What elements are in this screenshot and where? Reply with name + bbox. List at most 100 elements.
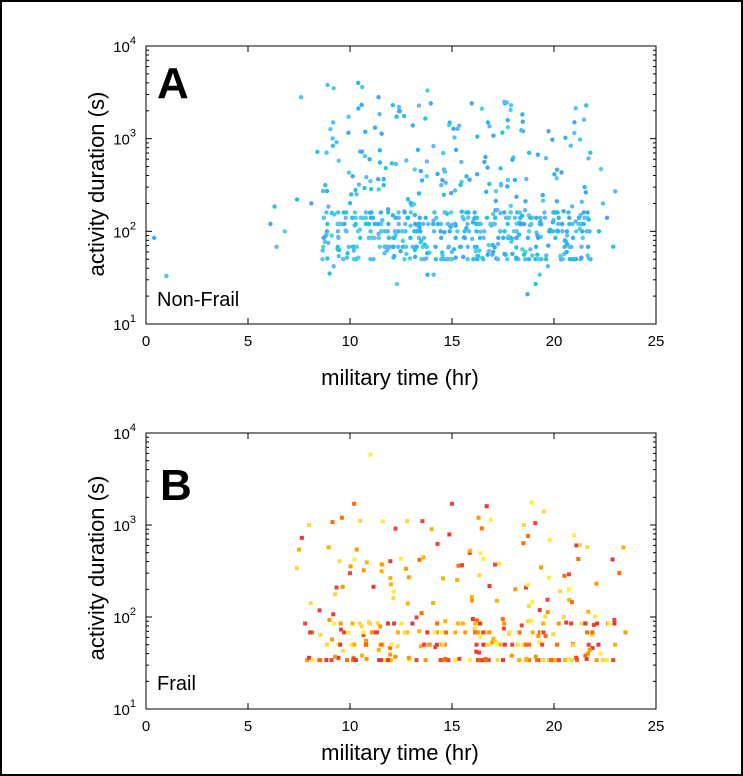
- data-point: [336, 253, 341, 259]
- data-point: [351, 257, 357, 262]
- data-point: [523, 257, 528, 262]
- data-point: [412, 212, 418, 218]
- data-point: [449, 249, 454, 255]
- data-point: [572, 533, 577, 538]
- data-point: [566, 587, 571, 592]
- x-axis-label-a: military time (hr): [321, 365, 479, 390]
- data-point: [420, 519, 425, 524]
- data-point: [478, 229, 483, 234]
- data-point: [376, 647, 381, 652]
- data-point: [516, 232, 522, 237]
- data-point: [553, 658, 558, 663]
- data-point: [355, 229, 361, 234]
- data-point: [441, 150, 446, 156]
- data-point: [469, 236, 475, 242]
- data-point: [435, 541, 440, 546]
- data-point: [393, 526, 398, 531]
- data-point: [590, 646, 595, 651]
- data-point: [492, 245, 497, 250]
- data-point: [546, 243, 551, 248]
- data-point: [363, 215, 369, 220]
- data-point: [368, 178, 373, 184]
- data-point: [354, 192, 359, 197]
- data-point: [395, 644, 400, 649]
- data-point: [421, 555, 426, 560]
- data-point: [329, 658, 334, 663]
- data-point: [511, 229, 517, 234]
- data-point: [539, 257, 544, 262]
- data-point: [473, 249, 478, 254]
- data-point: [412, 221, 418, 227]
- data-point: [445, 221, 450, 227]
- data-point: [524, 585, 529, 590]
- data-point: [621, 545, 626, 550]
- data-point: [383, 165, 388, 171]
- data-point: [473, 621, 478, 626]
- data-point: [508, 102, 514, 108]
- data-point: [468, 658, 473, 663]
- data-point: [596, 229, 602, 234]
- data-point: [551, 632, 556, 637]
- data-point: [581, 210, 586, 215]
- data-point: [485, 120, 491, 125]
- data-point: [564, 229, 570, 234]
- data-point: [332, 621, 337, 626]
- panel-letter-b: B: [160, 461, 192, 510]
- data-point: [477, 650, 482, 655]
- data-point: [539, 565, 544, 570]
- data-point: [359, 102, 364, 108]
- data-point: [438, 221, 444, 227]
- data-point: [579, 199, 584, 205]
- data-point: [508, 107, 513, 113]
- data-point: [585, 545, 590, 550]
- data-point: [353, 187, 358, 193]
- data-point: [330, 136, 335, 141]
- data-point: [497, 229, 503, 234]
- data-point: [504, 100, 510, 105]
- data-point: [440, 177, 445, 183]
- data-point: [540, 198, 546, 203]
- data-point: [530, 630, 535, 635]
- data-point: [600, 201, 606, 206]
- ticks-a: 0 5 10 15 20 25 101 102 103 104: [113, 35, 664, 350]
- data-point: [487, 124, 492, 129]
- data-point: [470, 617, 475, 622]
- data-point: [521, 541, 526, 546]
- plot-area-a: [145, 45, 657, 325]
- data-point: [318, 632, 323, 637]
- data-point: [443, 180, 448, 185]
- data-point: [378, 624, 383, 629]
- data-point: [344, 255, 350, 260]
- data-point: [424, 159, 430, 164]
- data-point: [561, 615, 566, 619]
- data-point: [563, 658, 568, 663]
- data-point: [556, 621, 561, 626]
- data-point: [567, 598, 572, 603]
- data-point: [325, 221, 330, 227]
- data-point: [566, 572, 571, 577]
- data-point: [472, 210, 477, 215]
- data-point: [360, 653, 365, 658]
- data-point: [435, 221, 441, 227]
- data-point: [306, 655, 311, 660]
- data-point: [465, 244, 470, 250]
- x-tick-label: 20: [546, 333, 563, 350]
- data-point: [495, 241, 501, 247]
- data-point: [560, 229, 565, 234]
- data-point: [377, 148, 382, 153]
- data-point: [492, 221, 498, 227]
- data-point: [477, 248, 482, 253]
- data-point: [530, 599, 535, 604]
- data-point: [164, 273, 169, 279]
- data-point: [505, 125, 511, 130]
- data-point: [361, 630, 366, 635]
- data-point: [351, 656, 356, 661]
- data-point: [586, 609, 591, 614]
- data-point: [452, 135, 457, 140]
- data-point: [569, 600, 574, 605]
- data-point: [590, 630, 595, 635]
- data-point: [469, 598, 474, 603]
- data-point: [562, 573, 567, 578]
- data-point: [464, 226, 469, 231]
- data-point: [452, 188, 458, 193]
